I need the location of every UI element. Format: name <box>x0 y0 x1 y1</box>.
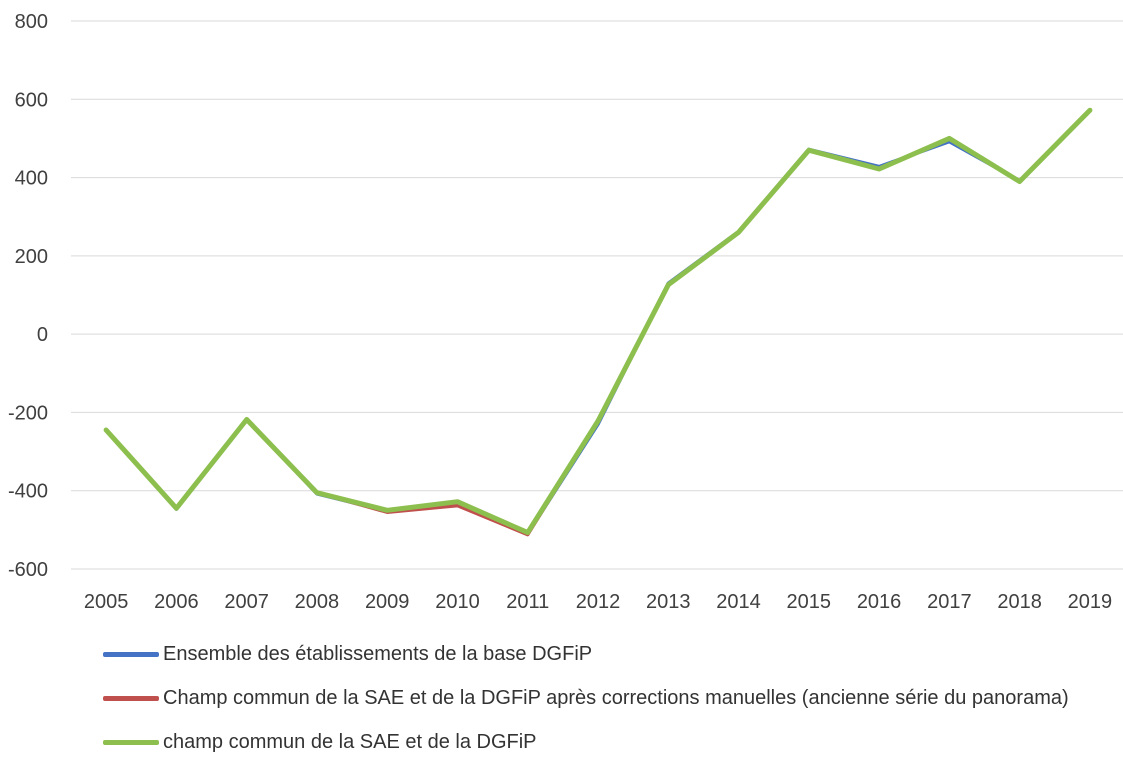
legend-item-champ-corrections: Champ commun de la SAE et de la DGFiP ap… <box>103 676 1069 720</box>
y-tick-label: 800 <box>15 11 48 33</box>
x-tick-label: 2018 <box>997 591 1042 613</box>
x-tick-label: 2011 <box>506 591 549 613</box>
x-tick-label: 2007 <box>224 591 269 613</box>
y-tick-label: 200 <box>15 246 48 268</box>
x-tick-label: 2010 <box>435 591 480 613</box>
series-lines <box>103 107 1093 537</box>
legend-swatch-blue <box>103 651 159 657</box>
series-line-0 <box>104 108 1092 536</box>
gridlines <box>71 20 1123 570</box>
legend-label: Champ commun de la SAE et de la DGFiP ap… <box>163 686 1069 709</box>
series-line-1 <box>104 108 1092 537</box>
series-line-2 <box>103 107 1093 536</box>
y-tick-label: 400 <box>15 168 48 190</box>
x-tick-label: 2019 <box>1068 591 1113 613</box>
x-tick-label: 2013 <box>646 591 691 613</box>
x-tick-label: 2006 <box>154 591 199 613</box>
x-tick-label: 2017 <box>927 591 972 613</box>
x-tick-label: 2009 <box>365 591 410 613</box>
x-tick-label: 2012 <box>576 591 621 613</box>
legend: Ensemble des établissements de la base D… <box>103 632 1069 764</box>
x-axis-ticks: 2005 2006 2007 2008 2009 2010 2011 2012 2013 2014… <box>84 591 1112 613</box>
x-tick-label: 2005 <box>84 591 129 613</box>
y-tick-label: 600 <box>15 89 48 111</box>
x-tick-label: 2008 <box>295 591 340 613</box>
legend-swatch-red <box>103 695 159 701</box>
y-tick-label: -600 <box>8 559 48 581</box>
x-tick-label: 2014 <box>716 591 761 613</box>
legend-label: champ commun de la SAE et de la DGFiP <box>163 730 537 753</box>
legend-item-ensemble: Ensemble des établissements de la base D… <box>103 632 1069 676</box>
x-tick-label: 2016 <box>857 591 902 613</box>
legend-swatch-green <box>103 739 159 745</box>
y-tick-label: -400 <box>8 481 48 503</box>
legend-item-champ-commun: champ commun de la SAE et de la DGFiP <box>103 720 1069 764</box>
x-tick-label: 2015 <box>787 591 832 613</box>
legend-label: Ensemble des établissements de la base D… <box>163 642 593 665</box>
y-tick-label: -200 <box>8 402 48 424</box>
y-tick-label: 0 <box>37 324 48 346</box>
y-axis-ticks: -600 -400 -200 0 200 400 600 800 <box>8 11 48 581</box>
